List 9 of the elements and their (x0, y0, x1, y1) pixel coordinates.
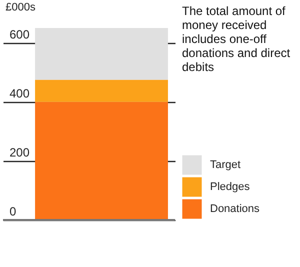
y-tick-label: 0 (10, 204, 16, 218)
y-tick-label: 200 (10, 145, 30, 160)
legend-label: Pledges (210, 181, 250, 193)
y-tick-label: 400 (10, 86, 30, 100)
legend-label: Donations (210, 203, 260, 215)
y-axis-title: £000s (6, 2, 36, 14)
text: The total amount of money received includes one-off donations and direct debits (182, 4, 291, 74)
legend-label: Target (210, 159, 241, 171)
y-tick-label: 600 (10, 27, 30, 42)
